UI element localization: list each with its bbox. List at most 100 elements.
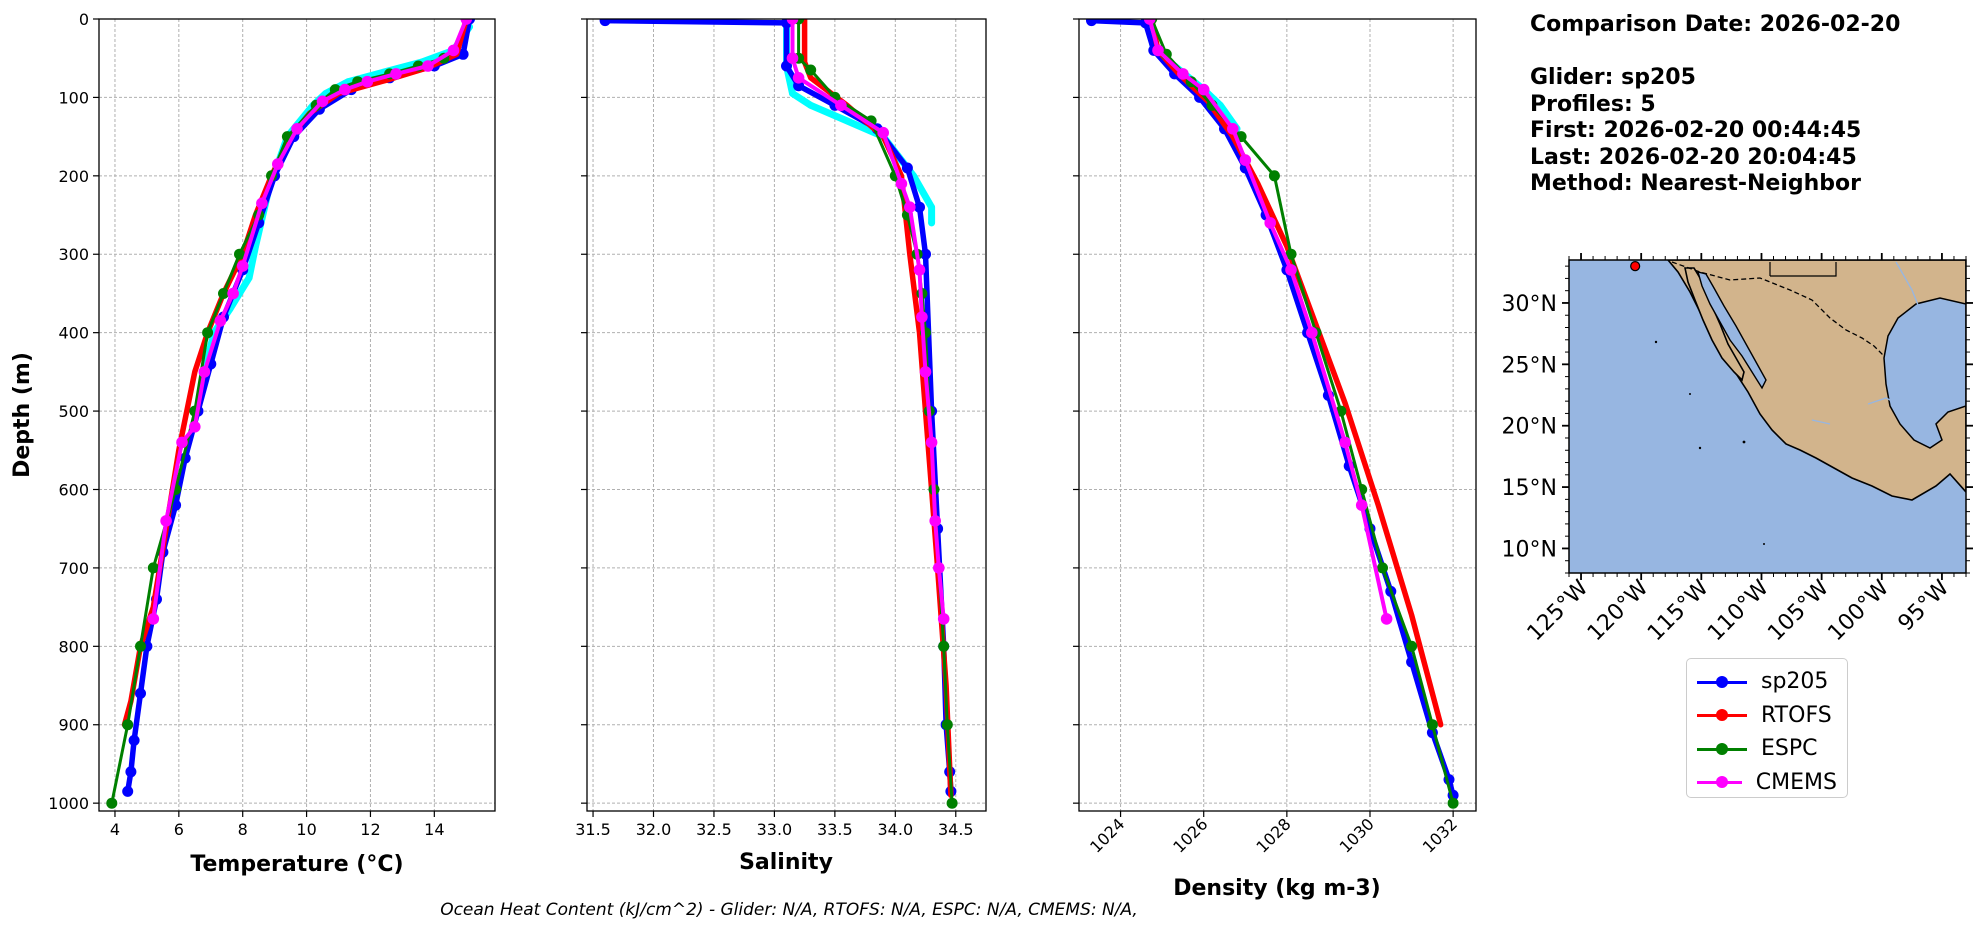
- data-point-espc: [106, 797, 118, 809]
- data-point-cmems: [1339, 436, 1351, 449]
- x-tick-label: 32.5: [696, 820, 732, 839]
- data-point-cmems: [339, 83, 351, 96]
- map-state-line: [1769, 262, 1837, 277]
- ocean-heat-content-footer: Ocean Heat Content (kJ/cm^2) - Glider: N…: [440, 900, 1138, 920]
- lon-tick-label: 100°W: [1823, 575, 1894, 646]
- data-point-cmems: [214, 315, 227, 327]
- lon-tick-label: 110°W: [1703, 575, 1774, 646]
- data-point-cmems: [1306, 326, 1318, 339]
- data-point-cmems: [786, 19, 799, 25]
- data-point-espc: [805, 64, 817, 76]
- y-tick-label: 800: [58, 637, 89, 656]
- data-point-sp205: [901, 162, 913, 174]
- data-point-cmems: [937, 613, 950, 625]
- data-point-sp205_spread: [928, 203, 935, 211]
- data-point-cmems: [1264, 217, 1276, 229]
- data-point-sp205: [599, 19, 611, 27]
- data-point-cmems: [786, 52, 799, 64]
- comparison-date: Comparison Date: 2026-02-20: [1530, 12, 1901, 37]
- x-tick-label: 33.0: [757, 820, 793, 839]
- legend: sp205 RTOFS ESPC CMEMS: [1686, 658, 1848, 798]
- data-point-cmems: [272, 158, 284, 170]
- map-island: [1742, 440, 1746, 444]
- series-group: [106, 19, 475, 809]
- salinity-axis-label: Salinity: [739, 850, 833, 875]
- lon-tick-label: 95°W: [1894, 575, 1955, 636]
- x-tick-label: 4: [110, 820, 120, 839]
- x-tick-label: 34.5: [938, 820, 974, 839]
- lat-tick-label: 25°N: [1502, 353, 1557, 378]
- data-point-cmems: [236, 260, 249, 272]
- data-point-sp205_spread: [843, 117, 851, 125]
- legend-item-espc: ESPC: [1697, 732, 1837, 766]
- series-line-rtofs: [1148, 19, 1444, 728]
- legend-label: ESPC: [1761, 736, 1818, 762]
- series-line-sp205: [1088, 19, 1456, 799]
- y-tick-label: 400: [58, 324, 89, 343]
- data-point-cmems: [1285, 264, 1297, 276]
- map-frame: [1568, 259, 1967, 574]
- data-point-sp205_spread: [807, 101, 815, 109]
- data-point-espc: [218, 288, 229, 299]
- data-point-espc: [147, 562, 159, 574]
- series-group: [1086, 19, 1459, 809]
- legend-swatch: [1697, 705, 1747, 725]
- data-point-cmems: [904, 201, 916, 213]
- data-point-espc: [1377, 562, 1388, 574]
- series-line-sp205: [602, 19, 954, 795]
- x-tick-label: 8: [238, 820, 248, 839]
- y-tick-label: 600: [58, 480, 89, 499]
- x-tick-label: 33.5: [817, 820, 853, 839]
- lon-tick-label: 115°W: [1643, 575, 1714, 646]
- x-tick-label: 14: [424, 820, 444, 839]
- lat-tick-label: 20°N: [1502, 415, 1557, 440]
- data-point-sp205: [793, 80, 805, 92]
- x-tick-label: 12: [360, 820, 380, 839]
- salinity-panel: 31.5 32.0 32.5 33.0 33.5 34.0 34.5: [575, 18, 987, 839]
- lon-tick-label: 105°W: [1763, 575, 1834, 646]
- y-tick-label: 300: [58, 245, 89, 264]
- y-tick-label: 1000: [48, 794, 89, 813]
- data-point-espc: [1406, 640, 1418, 652]
- lat-tick-label: 30°N: [1502, 292, 1557, 317]
- data-point-cmems: [1355, 499, 1368, 512]
- x-tick-label: 1030: [1336, 814, 1378, 856]
- data-point-cmems: [198, 366, 211, 378]
- x-tick-label: 1028: [1252, 814, 1294, 856]
- temperature-axis-label: Temperature (°C): [190, 852, 403, 877]
- data-point-sp205: [920, 248, 931, 260]
- data-point-cmems: [1380, 613, 1393, 625]
- glider-name: Glider: sp205: [1530, 65, 1696, 90]
- map-island: [1698, 446, 1702, 450]
- lon-tick-label: 120°W: [1583, 575, 1654, 646]
- data-point-espc: [946, 797, 958, 809]
- data-point-cmems: [460, 19, 473, 25]
- data-point-cmems: [316, 95, 329, 108]
- plot-frame: [98, 18, 496, 812]
- data-point-sp205_spread: [245, 274, 253, 282]
- map-gulf-california: [1696, 271, 1767, 390]
- data-point-sp205: [135, 687, 146, 699]
- data-point-espc: [135, 640, 146, 652]
- x-tick-label: 31.5: [575, 820, 611, 839]
- data-point-cmems: [835, 99, 847, 112]
- plot-frame: [1078, 18, 1477, 812]
- data-point-cmems: [1177, 68, 1189, 80]
- method: Method: Nearest-Neighbor: [1530, 171, 1861, 196]
- data-point-sp205_spread: [928, 219, 935, 227]
- data-point-espc: [1426, 719, 1438, 731]
- data-point-cmems: [933, 562, 945, 574]
- data-point-espc: [1268, 170, 1280, 182]
- data-point-cmems: [390, 68, 402, 80]
- data-point-cmems: [925, 436, 938, 449]
- series-line-sp205_spread: [200, 23, 473, 376]
- data-point-sp205: [781, 60, 792, 72]
- data-point-cmems: [361, 75, 374, 88]
- plot-frame: [586, 18, 987, 812]
- legend-swatch: [1697, 672, 1747, 692]
- series-line-sp205_spread: [783, 23, 936, 227]
- data-point-espc: [938, 640, 950, 652]
- legend-label: sp205: [1761, 669, 1829, 695]
